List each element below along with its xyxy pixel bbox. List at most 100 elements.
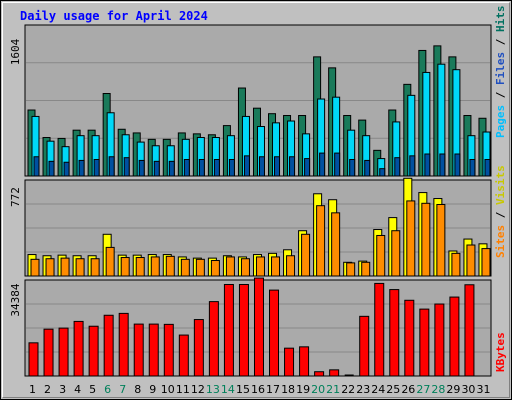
pages-bar [123, 157, 130, 177]
kbytes-bar [374, 282, 385, 377]
kbytes-bar [269, 289, 280, 377]
pages-bar [364, 159, 371, 177]
pages-bar [289, 156, 296, 177]
kbytes-bar [193, 319, 204, 377]
kbytes-bar [449, 296, 460, 377]
sites-bar [331, 212, 341, 277]
kbytes-bar [238, 283, 249, 377]
kbytes-bar [314, 371, 325, 377]
visits-panel-legend: Sites / Visits [494, 165, 507, 258]
kbytes-bar [359, 315, 370, 377]
kbytes-bar [284, 347, 295, 377]
pages-bar [334, 152, 341, 177]
kbytes-bar [133, 323, 144, 377]
sites-bar [195, 258, 205, 277]
pages-bar [93, 159, 100, 177]
x-tick-label: 9 [149, 383, 156, 396]
pages-bar [213, 159, 220, 177]
sites-bar [30, 258, 40, 277]
x-tick-label: 8 [134, 383, 141, 396]
x-tick-label: 2 [44, 383, 51, 396]
x-tick-label: 5 [89, 383, 96, 396]
x-tick-label: 19 [296, 383, 310, 396]
pages-bar [424, 153, 431, 177]
sites-bar [406, 200, 416, 277]
visits-ymax-label: 772 [9, 187, 22, 207]
kbytes-bar [389, 289, 400, 377]
sites-bar [120, 257, 130, 277]
pages-bar [48, 160, 55, 177]
x-tick-label: 12 [191, 383, 205, 396]
kbytes-bar [103, 314, 114, 377]
sites-bar [105, 246, 115, 277]
x-tick-label: 25 [386, 383, 400, 396]
kbytes-bar [223, 283, 234, 377]
pages-bar [379, 168, 386, 177]
sites-bar [90, 258, 100, 277]
pages-bar [319, 152, 326, 177]
kbytes-bar [299, 346, 310, 377]
x-tick-label: 28 [431, 383, 445, 396]
sites-bar [481, 248, 491, 277]
sites-bar [225, 256, 235, 277]
x-tick-label: 27 [416, 383, 430, 396]
pages-bar [33, 156, 40, 177]
pages-bar [469, 159, 476, 177]
legend-sites: Sites [494, 225, 507, 258]
x-tick-label: 4 [74, 383, 81, 396]
x-tick-label: 15 [236, 383, 250, 396]
sites-bar [301, 233, 311, 277]
kbytes-bar [58, 327, 69, 377]
x-tick-label: 23 [356, 383, 370, 396]
pages-bar [168, 160, 175, 177]
sites-bar [135, 257, 145, 277]
x-tick-label: 14 [221, 383, 235, 396]
pages-bar [439, 153, 446, 177]
legend-files: Files [494, 52, 507, 85]
x-tick-label: 3 [59, 383, 66, 396]
kbytes-bar [73, 320, 84, 377]
sites-bar [361, 261, 371, 277]
x-tick-label: 21 [326, 383, 340, 396]
bars [27, 45, 491, 377]
x-axis-labels: 1 2 3 4 5 6 7 8 9 10 11 12 13 14 15 16 17 18 19 20 21 22 23 24 2… [29, 383, 490, 396]
kbytes-bar [404, 299, 415, 377]
sites-bar [75, 258, 85, 277]
pages-bar [153, 160, 160, 177]
pages-bar [394, 157, 401, 177]
x-tick-label: 1 [29, 383, 36, 396]
kbytes-bar [208, 301, 219, 377]
kbytes-bar [329, 369, 340, 377]
sites-bar [466, 244, 476, 277]
pages-bar [243, 155, 250, 177]
sites-bar [391, 230, 401, 277]
x-tick-label: 22 [341, 383, 355, 396]
pages-bar [183, 159, 190, 177]
sites-bar [316, 205, 326, 277]
kbytes-bar [419, 308, 430, 377]
chart-title: Daily usage for April 2024 [20, 9, 208, 23]
sites-bar [240, 258, 250, 277]
kbytes-bar [43, 328, 54, 377]
sites-bar [255, 256, 265, 277]
x-tick-label: 11 [176, 383, 190, 396]
x-tick-label: 13 [206, 383, 220, 396]
kbytes-ymax-label: 34384 [9, 283, 22, 316]
pages-bar [138, 159, 145, 177]
pages-bar [274, 156, 281, 177]
x-tick-label: 20 [311, 383, 325, 396]
kbytes-bar [464, 284, 475, 377]
sites-bar [150, 256, 160, 277]
x-tick-label: 16 [251, 383, 265, 396]
hits-ymax-label: 1604 [9, 38, 22, 65]
kbytes-bar [118, 312, 129, 377]
sites-bar [436, 203, 446, 277]
kbytes-bar [88, 325, 99, 377]
legend-kbytes: KBytes [494, 332, 507, 372]
pages-bar [198, 159, 205, 177]
sites-bar [180, 258, 190, 277]
kbytes-bar [28, 342, 39, 377]
legend-hits: Hits [494, 6, 507, 33]
